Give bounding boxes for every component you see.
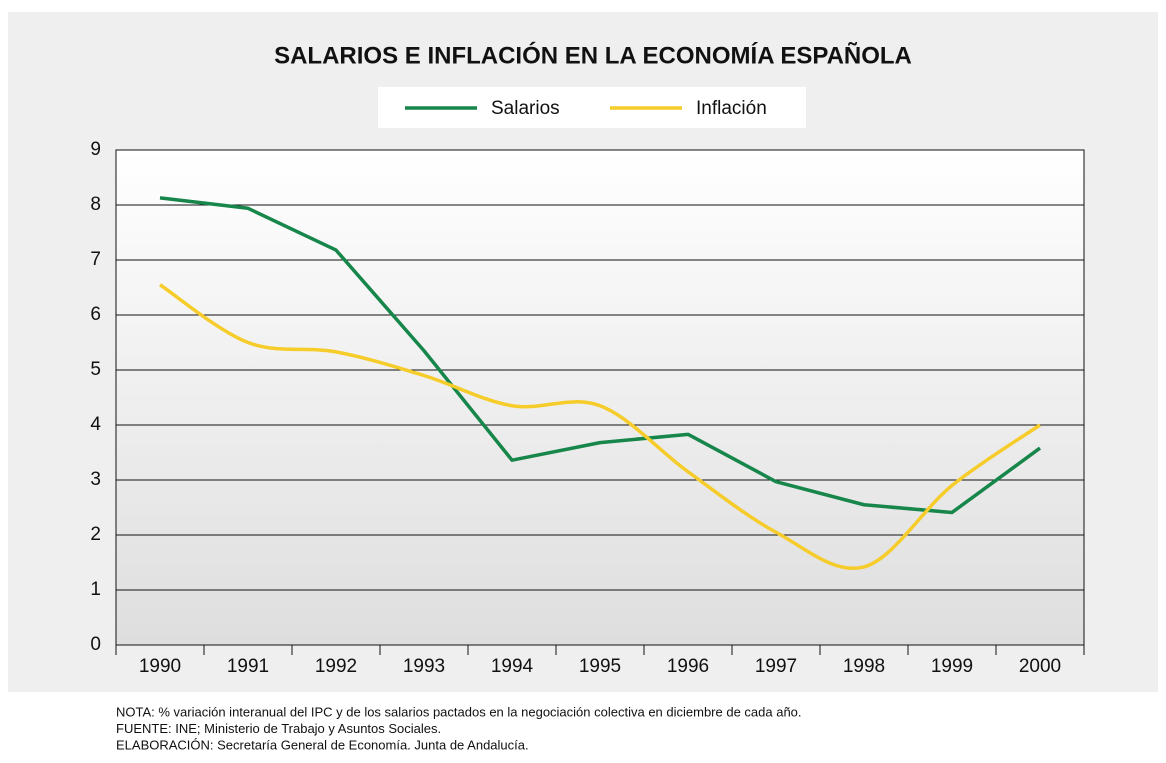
y-tick-label: 2 [90, 524, 101, 545]
note: FUENTE: INE; Ministerio de Trabajo y Asu… [116, 721, 441, 736]
x-tick-label: 1992 [315, 656, 357, 677]
x-tick-label: 1998 [843, 656, 885, 677]
x-tick-label: 1997 [755, 656, 797, 677]
x-tick-label: 1991 [227, 656, 269, 677]
y-tick-label: 3 [90, 469, 101, 490]
legend-label: Inflación [696, 98, 767, 119]
y-tick-label: 4 [90, 414, 101, 435]
y-tick-label: 6 [90, 304, 101, 325]
legend-label: Salarios [491, 98, 560, 119]
x-tick-label: 1996 [667, 656, 709, 677]
x-tick-label: 1999 [931, 656, 973, 677]
x-tick-label: 1995 [579, 656, 621, 677]
y-tick-label: 0 [90, 634, 101, 655]
x-tick-label: 2000 [1019, 656, 1061, 677]
series-line [159, 283, 1041, 570]
y-tick-label: 8 [90, 194, 101, 215]
y-tick-label: 7 [90, 249, 101, 270]
x-tick-label: 1994 [491, 656, 534, 677]
chart-title: SALARIOS E INFLACIÓN EN LA ECONOMÍA ESPA… [274, 41, 912, 69]
series-line [159, 196, 1042, 515]
plot-area [115, 149, 1085, 646]
note: NOTA: % variación interanual del IPC y d… [116, 704, 802, 719]
y-tick-label: 5 [90, 359, 101, 380]
y-tick-label: 1 [90, 579, 101, 600]
x-tick-label: 1990 [139, 656, 181, 677]
note: ELABORACIÓN: Secretaría General de Econo… [116, 737, 529, 752]
y-tick-label: 9 [90, 139, 101, 160]
x-tick-label: 1993 [403, 656, 445, 677]
